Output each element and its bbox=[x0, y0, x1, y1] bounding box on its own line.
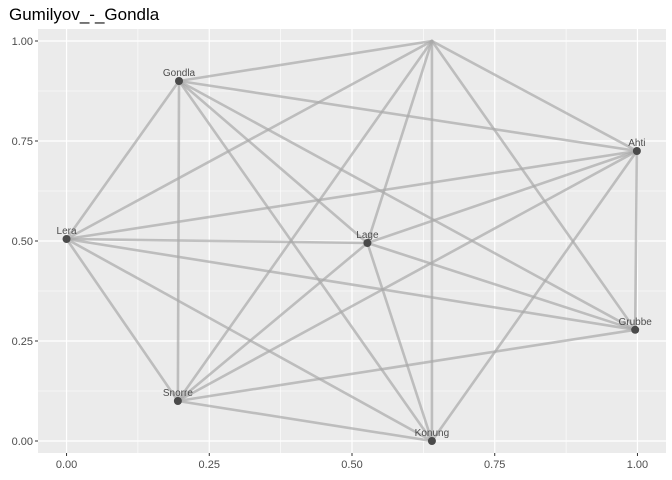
y-axis: 0.00 0.25 0.50 0.75 1.00 bbox=[12, 36, 38, 448]
edge-lera-lage bbox=[65, 237, 369, 245]
x-axis: 0.00 0.25 0.50 0.75 1.00 bbox=[56, 453, 648, 471]
node-gondla bbox=[175, 77, 184, 85]
node-konung bbox=[427, 437, 436, 445]
edge-gondla-ahti bbox=[177, 79, 639, 153]
node-label-snorre: Snorre bbox=[163, 388, 193, 399]
node-labels: Gondla Ahti Lera Lage Grubbe Snorre Konung bbox=[57, 68, 653, 439]
node-ahti bbox=[632, 147, 641, 155]
node-label-ahti: Ahti bbox=[628, 138, 645, 149]
edge-lage-konung bbox=[366, 241, 434, 443]
edge-top-snorre bbox=[176, 39, 434, 403]
edge-ahti-grubbe bbox=[633, 149, 639, 332]
edge-gondla-grubbe bbox=[177, 79, 637, 332]
edge-top-lage bbox=[366, 39, 434, 245]
node-label-lera: Lera bbox=[57, 226, 77, 237]
node-label-grubbe: Grubbe bbox=[618, 317, 652, 328]
y-tick-label: 0.50 bbox=[12, 236, 33, 248]
x-tick-label: 1.00 bbox=[627, 459, 648, 471]
node-label-gondla: Gondla bbox=[163, 68, 196, 79]
edge-top-ahti bbox=[430, 39, 639, 153]
edge-gondla-lera bbox=[65, 79, 181, 241]
x-tick-label: 0.50 bbox=[341, 459, 362, 471]
edge-lage-snorre bbox=[176, 241, 369, 403]
edge-top-gondla bbox=[177, 39, 434, 83]
node-lage bbox=[363, 239, 372, 247]
edge-ahti-snorre bbox=[176, 149, 639, 403]
edge-lera-snorre bbox=[65, 237, 180, 403]
node-label-konung: Konung bbox=[415, 428, 449, 439]
network-edges bbox=[65, 39, 639, 443]
y-tick-label: 0.25 bbox=[12, 336, 33, 348]
y-tick-label: 0.75 bbox=[12, 136, 33, 148]
chart-title: Gumilyov_-_Gondla bbox=[9, 5, 160, 24]
x-tick-label: 0.00 bbox=[56, 459, 77, 471]
edge-grubbe-snorre bbox=[176, 328, 637, 403]
x-tick-label: 0.25 bbox=[199, 459, 220, 471]
y-tick-label: 1.00 bbox=[12, 36, 33, 48]
edge-gondla-konung bbox=[177, 79, 434, 443]
node-snorre bbox=[173, 397, 182, 405]
edge-lera-grubbe bbox=[65, 237, 637, 332]
edge-ahti-lage bbox=[366, 149, 639, 245]
y-tick-label: 0.00 bbox=[12, 436, 33, 448]
network-nodes bbox=[62, 77, 641, 445]
edge-snorre-konung bbox=[176, 399, 434, 443]
x-tick-label: 0.75 bbox=[484, 459, 505, 471]
node-label-lage: Lage bbox=[356, 230, 379, 241]
edge-ahti-lera bbox=[65, 149, 639, 241]
edge-gondla-lage bbox=[177, 79, 369, 245]
node-lera bbox=[62, 235, 71, 243]
edge-lage-grubbe bbox=[366, 241, 637, 332]
node-grubbe bbox=[631, 325, 640, 334]
